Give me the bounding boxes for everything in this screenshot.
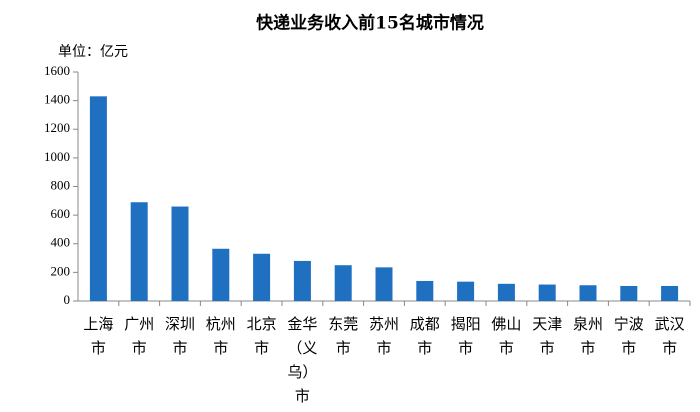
bar xyxy=(253,253,271,301)
bar xyxy=(416,280,434,301)
y-tick-label: 1000 xyxy=(44,149,70,164)
bar xyxy=(89,96,107,301)
bar xyxy=(334,265,352,301)
x-tick-label: 武汉市 xyxy=(655,315,685,357)
x-tick-label: 天津市 xyxy=(532,315,562,357)
bar xyxy=(375,267,393,301)
x-tick-label: 揭阳市 xyxy=(451,315,481,357)
bar xyxy=(538,284,556,301)
x-tick-label: 成都市 xyxy=(410,315,440,357)
unit-label: 单位：亿元 xyxy=(58,44,128,60)
chart-title: 快递业务收入前15名城市情况 xyxy=(256,13,484,34)
x-tick-label: 深圳市 xyxy=(165,315,195,357)
y-tick-label: 800 xyxy=(51,177,71,192)
y-tick-label: 1400 xyxy=(44,92,70,107)
bar xyxy=(457,281,475,301)
x-tick-label: 东莞市 xyxy=(328,315,358,357)
x-tick-label: 宁波市 xyxy=(614,315,644,357)
y-tick-label: 1600 xyxy=(44,63,70,78)
bar xyxy=(579,285,597,301)
bar xyxy=(497,283,515,301)
x-tick-label: 广州市 xyxy=(124,315,154,357)
bar xyxy=(130,202,148,301)
y-tick-label: 0 xyxy=(64,292,71,307)
bar xyxy=(293,260,311,301)
bar xyxy=(661,285,679,301)
x-tick-label: 泉州市 xyxy=(573,315,603,357)
x-tick-label: 上海市 xyxy=(83,315,113,357)
x-tick-label: 杭州市 xyxy=(206,315,236,357)
bar xyxy=(171,206,189,301)
bar xyxy=(620,285,638,301)
x-tick-label: 北京市 xyxy=(247,315,277,357)
x-tick-label: 苏州市 xyxy=(369,315,399,357)
x-tick-label: 佛山市 xyxy=(491,315,521,357)
bar xyxy=(212,248,230,301)
y-tick-label: 1200 xyxy=(44,120,70,135)
y-tick-label: 400 xyxy=(51,235,71,250)
y-tick-label: 200 xyxy=(51,263,71,278)
y-tick-label: 600 xyxy=(51,206,71,221)
x-tick-label: 金华（义乌）市 xyxy=(287,315,317,405)
